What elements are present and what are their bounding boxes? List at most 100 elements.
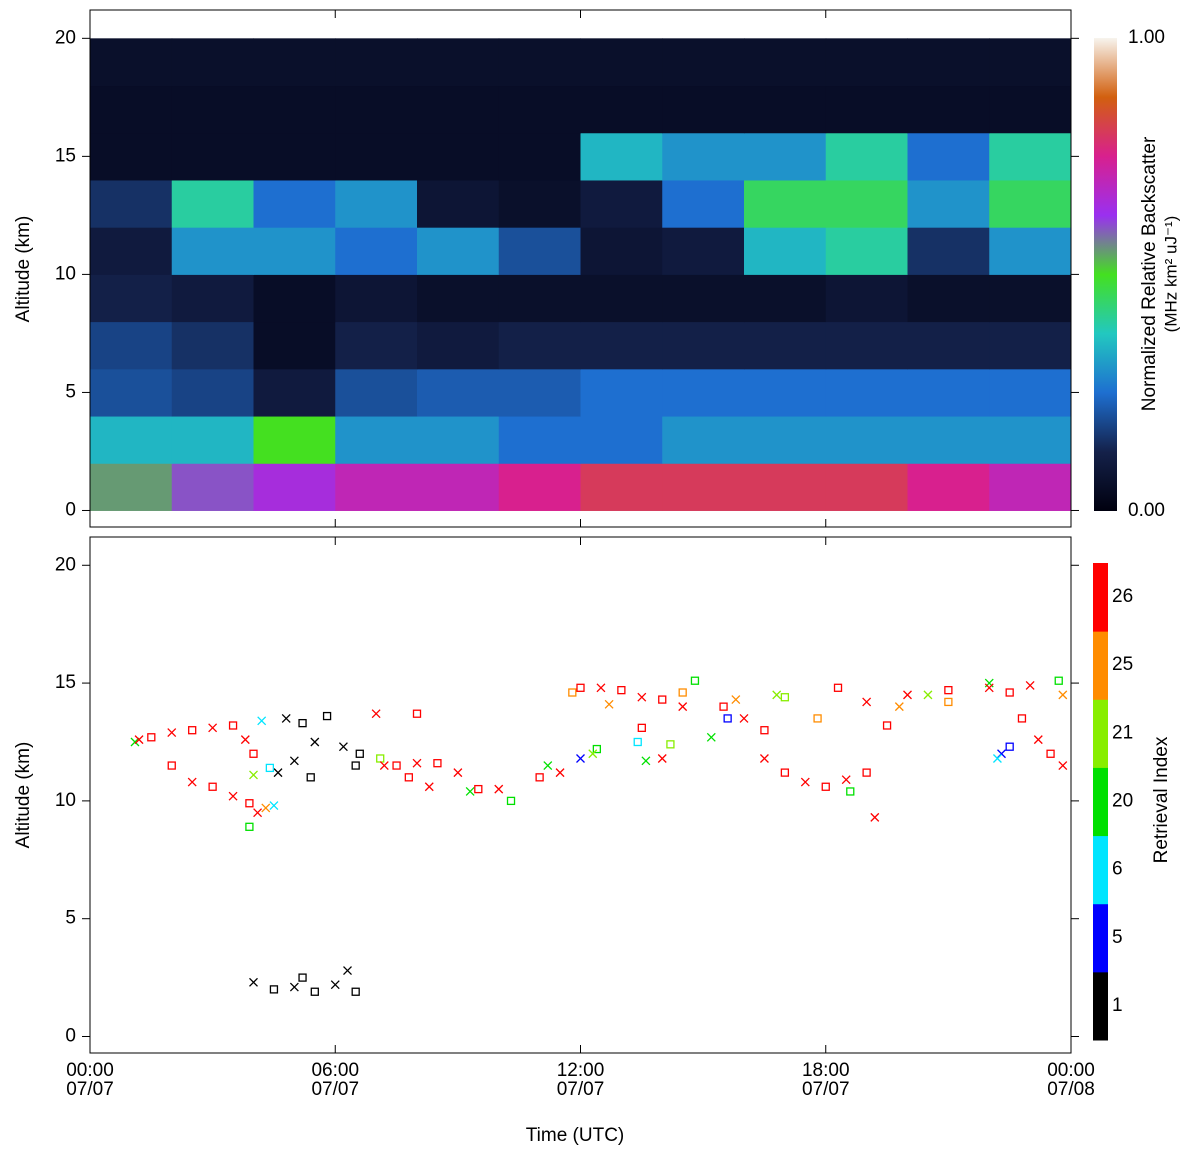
heatmap-cell [498, 179, 581, 228]
y-axis-label: Altitude (km) [13, 742, 34, 849]
heatmap-cell [662, 368, 745, 417]
y-tick-label: 5 [65, 908, 76, 929]
point [1058, 761, 1068, 771]
heatmap-cell [989, 179, 1072, 228]
point [846, 787, 855, 796]
point [678, 702, 688, 712]
point [228, 791, 238, 801]
heatmap-cell [498, 321, 581, 370]
point [800, 777, 810, 787]
heatmap-cell [171, 132, 254, 181]
legend-swatch [1093, 631, 1108, 700]
y-tick-label: 10 [55, 790, 76, 811]
heatmap-cell [335, 368, 418, 417]
heatmap-cell [989, 274, 1072, 323]
heatmap-cell [90, 38, 173, 87]
point [424, 782, 434, 792]
point [240, 735, 250, 745]
heatmap-cell [907, 368, 990, 417]
legend-label: 25 [1112, 654, 1133, 675]
point [588, 749, 598, 759]
point [310, 987, 319, 996]
point [208, 723, 218, 733]
heatmap-cell [498, 416, 581, 464]
point [739, 713, 749, 723]
heatmap-cell [580, 179, 663, 228]
point [269, 801, 279, 811]
point [298, 718, 307, 728]
legend-swatch [1093, 835, 1108, 905]
point [760, 726, 769, 735]
x-tick-label: 06:00 07/07 [311, 1060, 360, 1100]
heatmap-cell [90, 85, 173, 134]
x-tick-label: 00:00 07/07 [66, 1060, 114, 1100]
heatmap-cell [744, 85, 827, 134]
heatmap-cell [253, 227, 336, 275]
heatmap-cell [417, 38, 500, 87]
y-tick-label: 0 [65, 1026, 76, 1047]
point [658, 695, 667, 704]
point [637, 692, 647, 702]
heatmap-cell [498, 227, 581, 275]
legend-swatch [1093, 767, 1108, 837]
heatmap-cell [90, 132, 173, 181]
point [1005, 688, 1014, 697]
point [1033, 735, 1043, 745]
point [833, 683, 843, 692]
point [841, 775, 851, 785]
point [147, 733, 156, 742]
point [433, 759, 442, 768]
point [310, 737, 320, 747]
heatmap-cell [825, 368, 908, 417]
heatmap-cell [335, 227, 418, 275]
heatmap-cell [907, 85, 990, 134]
point [535, 773, 544, 782]
point [322, 711, 332, 721]
point [134, 735, 144, 745]
heatmap-cell [825, 416, 908, 464]
heatmap-cell [744, 321, 827, 370]
point [228, 721, 238, 730]
heatmap-cell [907, 321, 990, 370]
point [604, 699, 614, 709]
heatmap-cell [825, 227, 908, 275]
heatmap-cell [498, 368, 581, 417]
heatmap-cell [907, 38, 990, 87]
point [555, 768, 565, 778]
point [633, 737, 642, 747]
heatmap-cell [989, 321, 1072, 370]
point [657, 754, 667, 763]
point [992, 754, 1002, 763]
point [376, 754, 385, 763]
heatmap-cell [580, 274, 663, 323]
heatmap-cell [90, 227, 173, 275]
heatmap-cell [417, 416, 500, 464]
x-axis-label: Time (UTC) [526, 1125, 625, 1146]
heatmap-cell [335, 132, 418, 181]
heatmap-cell [498, 274, 581, 323]
point [187, 777, 197, 787]
point [412, 709, 422, 718]
heatmap-cell [907, 416, 990, 464]
point [617, 686, 626, 695]
heatmap-cell [171, 368, 254, 417]
point [862, 697, 872, 707]
point [269, 985, 279, 994]
heatmap-cell [989, 38, 1072, 87]
point [923, 690, 933, 700]
heatmap-cell [498, 132, 581, 181]
point [245, 822, 254, 831]
legend-label: 20 [1112, 791, 1133, 812]
heatmap-cell [662, 227, 745, 275]
heatmap-cell [662, 38, 745, 87]
heatmap-cell [989, 416, 1072, 464]
legend-label: 5 [1112, 927, 1123, 948]
point [281, 713, 291, 723]
heatmap-cell [498, 38, 581, 87]
point [249, 749, 258, 758]
heatmap-cell [744, 463, 827, 511]
heatmap-cell [253, 179, 336, 228]
point [576, 754, 585, 763]
heatmap-cell [662, 179, 745, 228]
